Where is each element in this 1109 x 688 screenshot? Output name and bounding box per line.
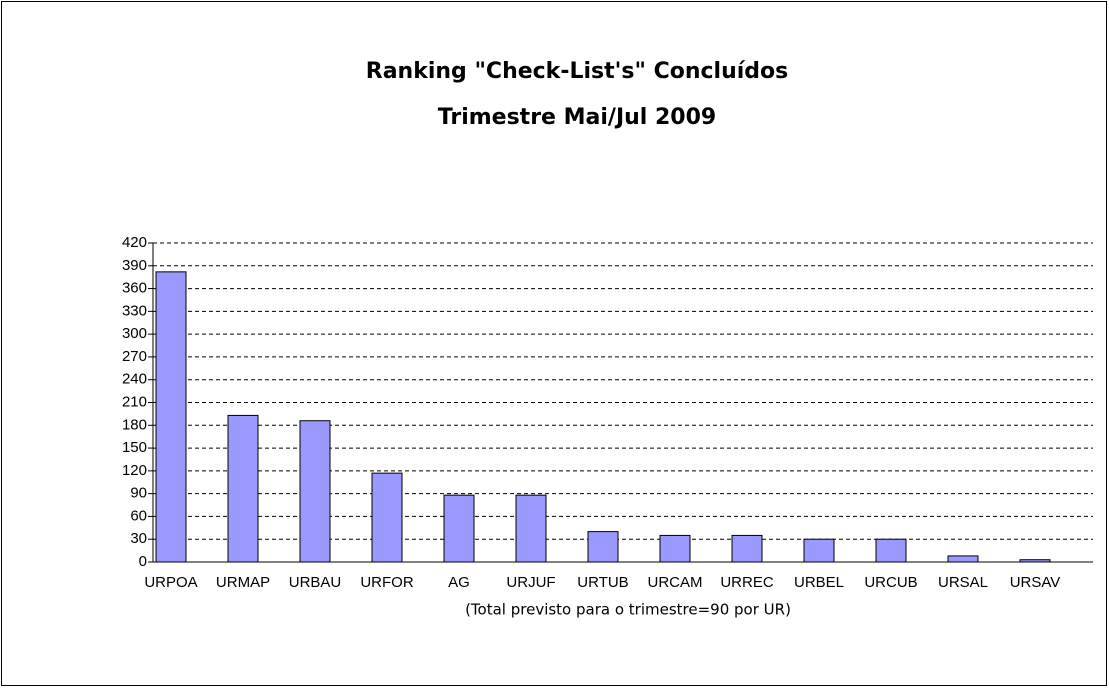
x-axis-label: (Total previsto para o trimestre=90 por … (465, 601, 791, 619)
y-tick-label: 60 (130, 507, 147, 524)
bar (515, 494, 547, 563)
bar (227, 414, 259, 563)
y-tick-label: 270 (122, 348, 147, 365)
chart-subtitle: Trimestre Mai/Jul 2009 (438, 105, 716, 130)
x-tick-label: URREC (720, 574, 774, 591)
bar (947, 555, 979, 563)
x-tick-label: URCAM (648, 574, 703, 591)
bar (443, 494, 475, 563)
bar (875, 538, 907, 563)
y-tick-label: 360 (122, 280, 147, 297)
bar (659, 534, 691, 563)
x-tick-label: URPOA (144, 574, 197, 591)
bar (371, 472, 403, 563)
bar (803, 538, 835, 563)
bar (1019, 559, 1051, 563)
x-tick-label: URSAV (1010, 574, 1061, 591)
x-tick-label: URJUF (506, 574, 555, 591)
y-tick-label: 210 (122, 393, 147, 410)
y-tick-label: 180 (122, 416, 147, 433)
y-tick-label: 240 (122, 371, 147, 388)
y-tick-label: 390 (122, 257, 147, 274)
y-tick-label: 30 (130, 530, 147, 547)
y-tick-label: 330 (122, 302, 147, 319)
bar (731, 534, 763, 563)
y-tick-label: 420 (122, 234, 147, 251)
y-tick-label: 300 (122, 325, 147, 342)
x-tick-label: URSAL (938, 574, 988, 591)
x-tick-label: URCUB (864, 574, 917, 591)
bar (155, 271, 187, 563)
y-tick-label: 120 (122, 462, 147, 479)
x-tick-label: URBAU (289, 574, 342, 591)
bar (299, 420, 331, 563)
bar (587, 531, 619, 563)
x-tick-label: URMAP (216, 574, 270, 591)
y-tick-label: 90 (130, 485, 147, 502)
y-tick-label: 0 (139, 553, 147, 570)
x-tick-label: AG (448, 574, 470, 591)
chart-title: Ranking "Check-List's" Concluídos (366, 59, 788, 84)
x-tick-label: URTUB (577, 574, 628, 591)
x-tick-label: URFOR (360, 574, 413, 591)
x-tick-label: URBEL (794, 574, 844, 591)
y-tick-label: 150 (122, 439, 147, 456)
